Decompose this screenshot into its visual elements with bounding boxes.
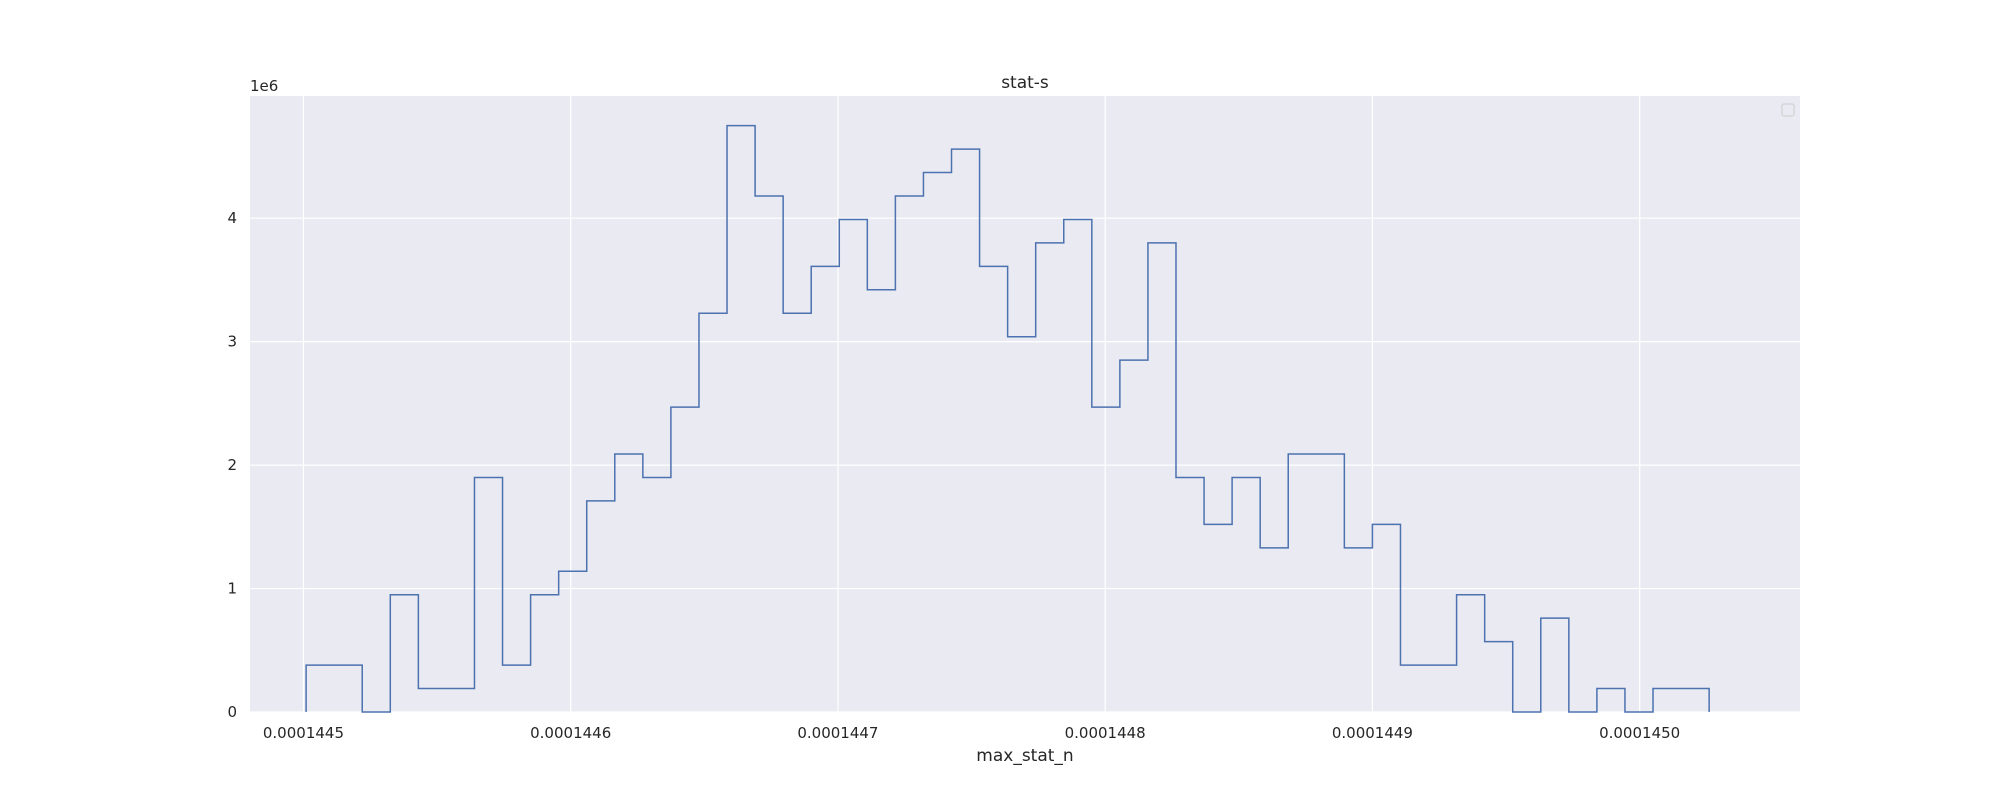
y-offset-text: 1e6 bbox=[250, 77, 278, 95]
y-gridlines bbox=[250, 217, 1800, 713]
x-tick-label: 0.0001446 bbox=[530, 724, 611, 742]
x-gridlines bbox=[302, 96, 1641, 712]
y-tick-label: 2 bbox=[227, 456, 237, 474]
chart-title: stat-s bbox=[1001, 73, 1049, 93]
y-tick-labels: 0 1 2 3 4 bbox=[227, 209, 237, 721]
y-tick-label: 4 bbox=[227, 209, 237, 227]
x-tick-label: 0.0001445 bbox=[263, 724, 344, 742]
x-tick-label: 0.0001447 bbox=[797, 724, 878, 742]
x-axis-title: max_stat_n bbox=[976, 746, 1073, 766]
x-tick-labels: 0.0001445 0.0001446 0.0001447 0.0001448 0.00… bbox=[263, 724, 1680, 742]
x-tick-label: 0.0001448 bbox=[1065, 724, 1146, 742]
y-tick-label: 0 bbox=[227, 703, 237, 721]
x-tick-label: 0.0001450 bbox=[1599, 724, 1680, 742]
x-tick-label: 0.0001449 bbox=[1332, 724, 1413, 742]
plot-area bbox=[250, 96, 1800, 712]
y-tick-label: 1 bbox=[227, 580, 237, 598]
legend-box bbox=[1781, 103, 1795, 117]
y-tick-label: 3 bbox=[227, 333, 237, 351]
histogram-step-line bbox=[305, 124, 1710, 713]
